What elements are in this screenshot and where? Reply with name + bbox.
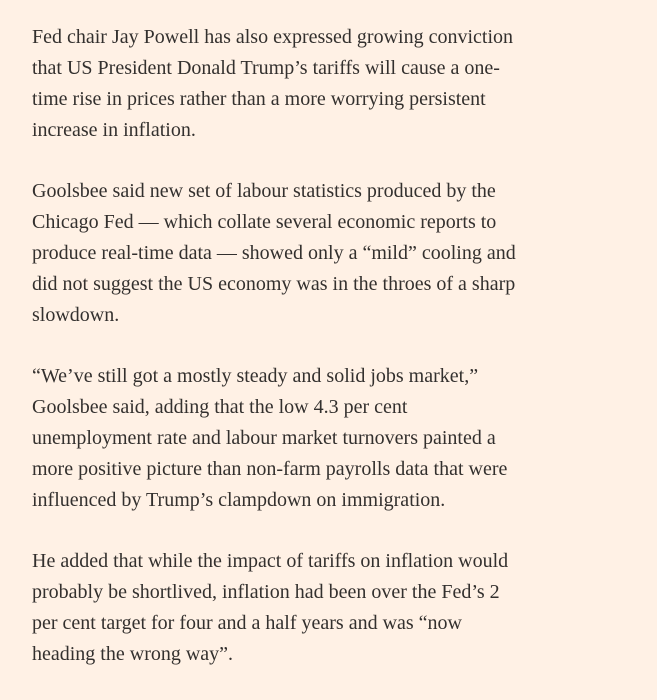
text-line: Fed chair Jay Powell has also expressed … [32, 26, 514, 48]
text-line: He added that while the impact of tariff… [32, 550, 509, 572]
text-line: influenced by Trump’s clampdown on immig… [32, 489, 446, 511]
text-line: Goolsbee said, adding that the low 4.3 p… [32, 396, 408, 418]
text-line: probably be shortlived, inflation had be… [32, 581, 500, 603]
text-line: time rise in prices rather than a more w… [32, 88, 486, 110]
text-line: Chicago Fed — which collate several econ… [32, 211, 497, 233]
text-line: heading the wrong way”. [32, 643, 234, 665]
paragraph: Goolsbee said new set of labour statisti… [32, 176, 652, 331]
paragraph: Fed chair Jay Powell has also expressed … [32, 22, 652, 146]
text-line: more positive picture than non-farm payr… [32, 458, 508, 480]
text-line: “We’ve still got a mostly steady and sol… [32, 365, 479, 387]
text-line: that US President Donald Trump’s tariffs… [32, 57, 500, 79]
article-body: Fed chair Jay Powell has also expressed … [32, 22, 652, 700]
text-line: produce real-time data — showed only a “… [32, 242, 516, 264]
text-line: increase in inflation. [32, 119, 196, 141]
text-line: per cent target for four and a half year… [32, 612, 462, 634]
text-line: slowdown. [32, 304, 120, 326]
paragraph: “We’ve still got a mostly steady and sol… [32, 361, 652, 516]
paragraph: He added that while the impact of tariff… [32, 546, 652, 670]
page: {"paragraphs": [ {"lines": ["Fed chair J… [32, 26, 516, 665]
text-line: did not suggest the US economy was in th… [32, 273, 516, 295]
text-line: unemployment rate and labour market turn… [32, 427, 496, 449]
text-line: Goolsbee said new set of labour statisti… [32, 180, 496, 202]
